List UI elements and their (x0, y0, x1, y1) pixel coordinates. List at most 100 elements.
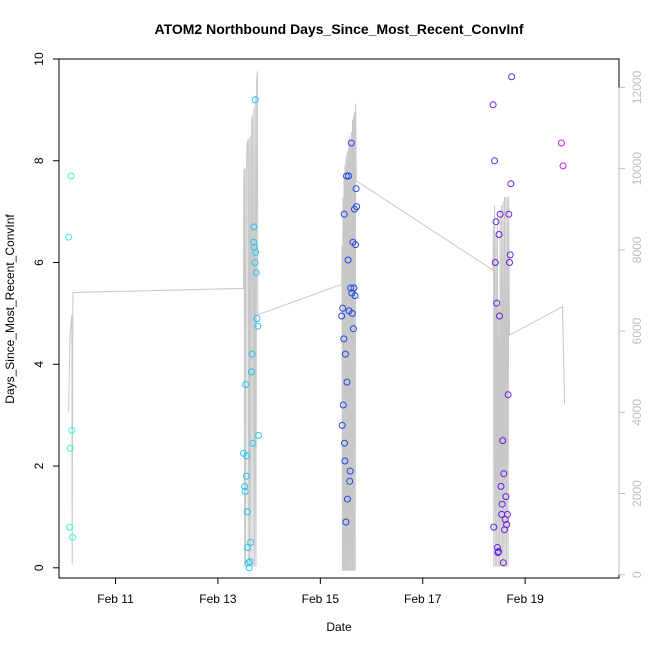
data-point (505, 210, 513, 218)
data-point (344, 495, 351, 503)
data-point (249, 439, 257, 447)
y2-tick-label: 2000 (630, 480, 644, 507)
chart-title: ATOM2 Northbound Days_Since_Most_Recent_… (155, 21, 524, 37)
data-point (349, 325, 357, 333)
data-point (497, 482, 505, 490)
data-point (343, 172, 350, 180)
data-point (338, 312, 346, 320)
data-point (242, 381, 250, 389)
data-point (242, 472, 250, 480)
data-point (248, 350, 256, 358)
data-point (66, 523, 74, 531)
data-point (250, 238, 257, 246)
data-point (241, 482, 249, 490)
y-tick-label: 2 (32, 462, 46, 469)
data-point (253, 315, 261, 322)
data-point (346, 477, 354, 485)
data-point (507, 180, 515, 188)
data-point (339, 304, 347, 312)
data-point (68, 426, 76, 434)
data-point (341, 439, 348, 447)
data-point (504, 391, 512, 399)
data-point (492, 218, 500, 226)
data-point (243, 452, 251, 460)
data-point (246, 558, 254, 566)
data-point (338, 421, 346, 429)
data-point (342, 518, 350, 526)
data-point (491, 157, 499, 165)
data-point (241, 488, 249, 495)
data-point (247, 368, 255, 376)
data-point (495, 548, 502, 555)
x-axis: Feb 11 Feb 13 Feb 15 Feb 17 Feb 19 (97, 577, 544, 606)
y-tick-label: 8 (32, 157, 46, 164)
data-point (343, 378, 351, 386)
y2-tick-label: 8000 (630, 236, 644, 263)
data-point (250, 223, 258, 231)
data-point (247, 538, 255, 546)
data-point (67, 172, 75, 180)
data-point (557, 139, 565, 147)
data-point (496, 312, 503, 320)
data-point (508, 73, 516, 81)
data-point (251, 259, 259, 266)
y2-tick-label: 12000 (630, 70, 644, 104)
y2-tick-label: 0 (630, 571, 644, 578)
data-point (352, 185, 360, 193)
y-tick-label: 6 (32, 259, 46, 266)
data-point (353, 203, 361, 211)
data-point (490, 523, 498, 531)
data-point (498, 500, 506, 508)
data-point (500, 470, 508, 478)
data-point (491, 259, 499, 266)
data-point (499, 437, 507, 445)
x-tick-label: Feb 13 (199, 592, 237, 606)
data-point (347, 139, 355, 147)
data-point (348, 309, 356, 317)
y2-tick-label: 4000 (630, 399, 644, 426)
data-point (493, 544, 501, 551)
data-point (243, 508, 251, 516)
data-point (251, 96, 259, 104)
data-point (341, 350, 349, 358)
data-point (495, 231, 503, 238)
y2-tick-label: 10000 (630, 152, 644, 186)
y2-tick-label: 6000 (630, 317, 644, 344)
data-point (340, 210, 348, 218)
data-point (66, 444, 74, 452)
data-point (351, 292, 359, 300)
data-point (340, 335, 348, 343)
data-point (493, 299, 501, 307)
data-point (559, 162, 567, 170)
data-point (347, 284, 355, 292)
x-tick-label: Feb 11 (97, 592, 134, 606)
data-point (352, 241, 359, 249)
data-point (503, 510, 511, 518)
data-point (506, 259, 513, 266)
data-point (502, 493, 510, 501)
data-point (65, 233, 73, 241)
y-axis-label: Days_Since_Most_Recent_ConvInf (3, 214, 17, 404)
data-point (506, 251, 514, 259)
plot-frame (58, 58, 620, 579)
data-point (69, 533, 76, 541)
data-point (346, 467, 354, 475)
x-tick-label: Feb 15 (302, 592, 340, 606)
y-axis-right: 0 2000 4000 6000 8000 10000 12000 (618, 70, 644, 578)
data-point (252, 269, 260, 277)
points-layer (65, 73, 567, 572)
data-point (341, 457, 349, 465)
data-point (254, 322, 262, 330)
data-point (345, 172, 353, 180)
data-point (496, 210, 504, 218)
y-axis-left: 0 2 4 6 8 10 (32, 52, 59, 571)
data-point (245, 559, 252, 567)
data-point (503, 521, 511, 529)
secondary-line-layer (68, 71, 566, 571)
secondary-series-line (68, 71, 566, 571)
y-tick-label: 0 (32, 564, 46, 571)
data-point (489, 101, 497, 109)
data-point (499, 559, 507, 567)
data-point (339, 401, 347, 409)
